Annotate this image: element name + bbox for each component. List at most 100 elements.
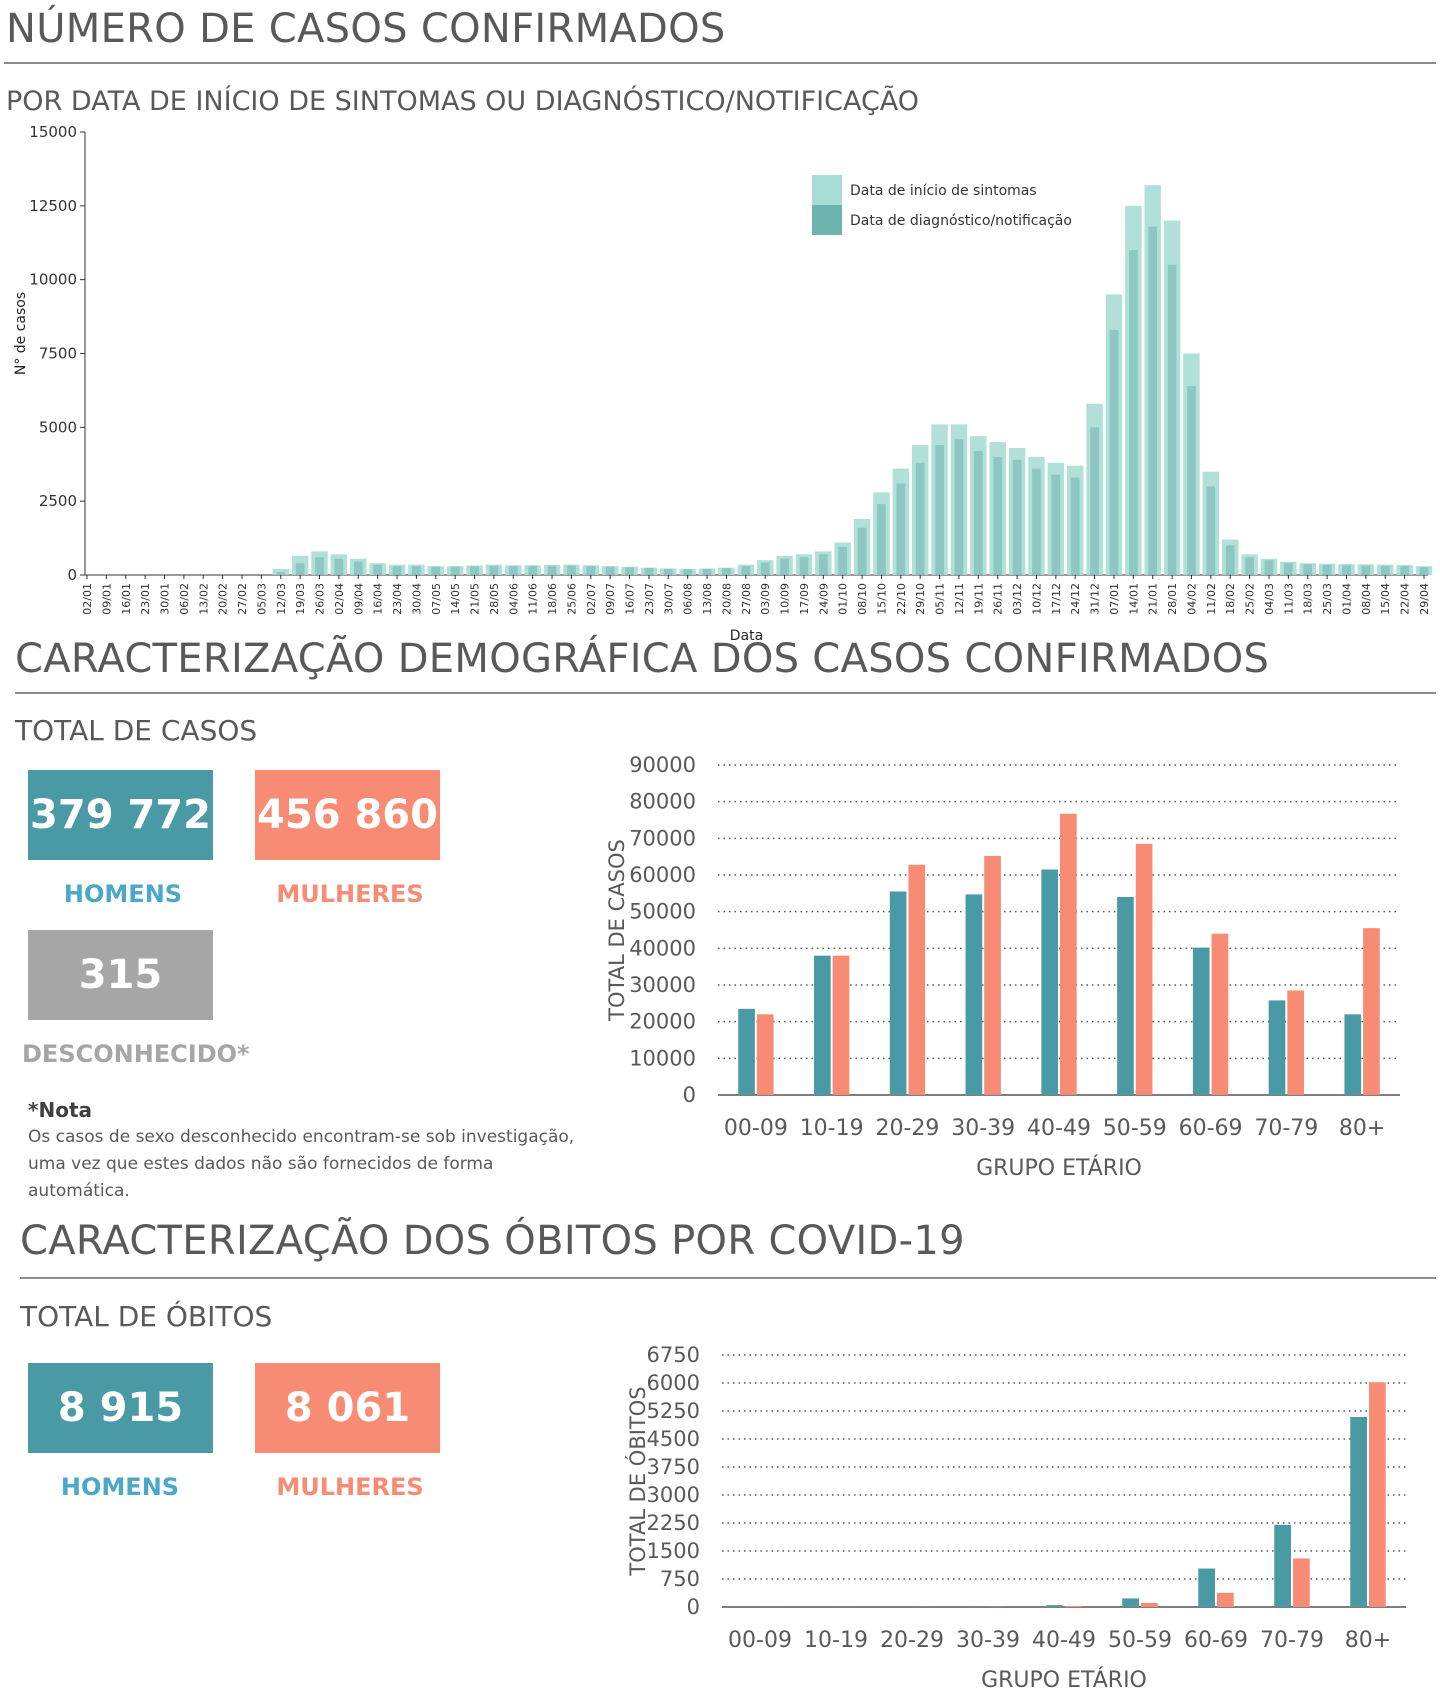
- y-tick-label: 0: [67, 566, 77, 584]
- cases-unknown-value: 315: [78, 952, 163, 998]
- data-bar: [760, 562, 770, 575]
- y-tick-label: 0: [683, 1083, 696, 1107]
- x-tick-label: 28/05: [488, 583, 501, 615]
- section1-divider: [4, 62, 1436, 64]
- y-tick-label: 90000: [629, 753, 696, 777]
- data-bar: [1322, 564, 1332, 575]
- data-bar: [1245, 557, 1254, 575]
- data-bar: [1090, 427, 1099, 575]
- data-bar: [1167, 264, 1177, 575]
- data-bar: [702, 568, 712, 575]
- data-bar: [644, 567, 654, 575]
- data-bar: [663, 568, 673, 575]
- x-tick-label: 07/05: [430, 583, 443, 615]
- data-bar: [1225, 545, 1235, 575]
- y-tick-label: 10000: [629, 1046, 696, 1070]
- cases-men-value: 379 772: [30, 792, 211, 838]
- y-tick-label: 0: [687, 1595, 700, 1619]
- x-tick-label: 26/11: [992, 583, 1005, 615]
- x-tick-label: 08/10: [856, 583, 869, 615]
- x-tick-label: 10/09: [779, 583, 792, 615]
- legend-swatch-diagnosis: [812, 205, 842, 235]
- x-tick-label: 02/04: [333, 583, 346, 615]
- data-bar: [1419, 567, 1429, 575]
- y-tick-label: 5250: [647, 1399, 700, 1423]
- x-tick-label: 31/12: [1089, 583, 1102, 615]
- x-tick-label: 40-49: [1032, 1628, 1096, 1653]
- data-bar: [528, 566, 538, 575]
- data-bar: [272, 569, 290, 575]
- x-tick-label: 29/04: [1418, 583, 1431, 615]
- note-line-1: Os casos de sexo desconhecido encontram-…: [28, 1127, 575, 1147]
- x-tick-label: 16/04: [372, 583, 385, 615]
- cases-men-label: HOMENS: [63, 880, 183, 908]
- x-tick-label: 25/06: [565, 583, 578, 615]
- data-bar: [625, 567, 634, 575]
- x-tick-label: 26/03: [314, 583, 327, 615]
- data-bar: [470, 566, 479, 575]
- deaths-women-label: MULHERES: [276, 1473, 424, 1501]
- bar-women: [908, 864, 926, 1095]
- x-tick-label: 11/03: [1282, 583, 1295, 615]
- x-tick-label: 13/02: [197, 583, 210, 615]
- section2-divider: [15, 692, 1436, 694]
- data-bar: [586, 566, 596, 575]
- bar-women: [1141, 1602, 1158, 1607]
- x-tick-label: 11/02: [1205, 583, 1218, 615]
- bar-men: [1198, 1568, 1215, 1607]
- x-tick-label: 27/08: [740, 583, 753, 615]
- y-axis-title: TOTAL DE ÓBITOS: [625, 1386, 650, 1576]
- timeline-chart: 0 2500 5000 7500 10000 12500 15000 02/01 09/01 16…: [13, 123, 1433, 640]
- x-tick-label: 19/11: [972, 583, 985, 615]
- x-tick-label: 04/06: [507, 583, 520, 615]
- x-tick-label: 10/12: [1030, 583, 1043, 615]
- bar-men: [889, 891, 907, 1095]
- series-symptoms: [272, 185, 1433, 575]
- data-bar: [799, 557, 809, 575]
- bar-women: [1217, 1592, 1234, 1607]
- cases-unknown-box: 315: [28, 930, 213, 1020]
- data-bar: [431, 566, 441, 575]
- cases-men-box: 379 772: [28, 770, 213, 860]
- bar-women: [984, 855, 1001, 1095]
- data-bar: [683, 569, 693, 575]
- data-bar: [915, 462, 925, 575]
- data-bar: [993, 456, 1003, 575]
- legend-label-symptoms: Data de início de sintomas: [850, 183, 1037, 199]
- legend-swatch-symptoms: [812, 175, 842, 205]
- x-tick-label: 17/12: [1050, 583, 1063, 615]
- cases-women-box: 456 860: [255, 770, 440, 860]
- bar-men: [965, 894, 983, 1095]
- section2-title: CARACTERIZAÇÃO DEMOGRÁFICA DOS CASOS CON…: [15, 636, 1270, 682]
- x-tick-label: 10-19: [800, 1116, 864, 1141]
- data-bar: [276, 572, 286, 575]
- bar-women: [1060, 813, 1077, 1095]
- y-tick-label: 5000: [39, 418, 77, 436]
- x-tick-label: 21/05: [469, 583, 482, 615]
- data-bar: [741, 566, 751, 575]
- x-tick-label: 40-49: [1027, 1116, 1091, 1141]
- y-tick-label: 80000: [629, 790, 696, 814]
- x-tick-label: 70-79: [1260, 1628, 1324, 1653]
- data-bar: [1284, 563, 1293, 575]
- x-tick-label: 12/03: [275, 583, 288, 615]
- data-bar: [935, 445, 944, 575]
- y-tick-label: 6000: [647, 1371, 700, 1395]
- data-bar: [954, 439, 964, 575]
- x-tick-label: 04/02: [1185, 583, 1198, 615]
- data-bar: [334, 558, 344, 575]
- x-tick-label: 18/03: [1302, 583, 1315, 615]
- data-bar: [877, 504, 886, 575]
- x-tick-label: 30-39: [956, 1628, 1020, 1653]
- cases-unknown-label: DESCONHECIDO*: [22, 1040, 250, 1068]
- y-tick-label: 2250: [647, 1511, 700, 1535]
- bar-men: [1122, 1598, 1139, 1607]
- bar-men: [1046, 1605, 1063, 1607]
- bar-women: [1363, 928, 1380, 1095]
- x-tick-label: 30/01: [159, 583, 172, 615]
- y-tick-label: 60000: [629, 863, 696, 887]
- data-bar: [780, 558, 789, 575]
- x-tick-label: 29/10: [914, 583, 927, 615]
- x-axis-title: GRUPO ETÁRIO: [976, 1155, 1142, 1181]
- y-tick-label: 6750: [647, 1343, 700, 1367]
